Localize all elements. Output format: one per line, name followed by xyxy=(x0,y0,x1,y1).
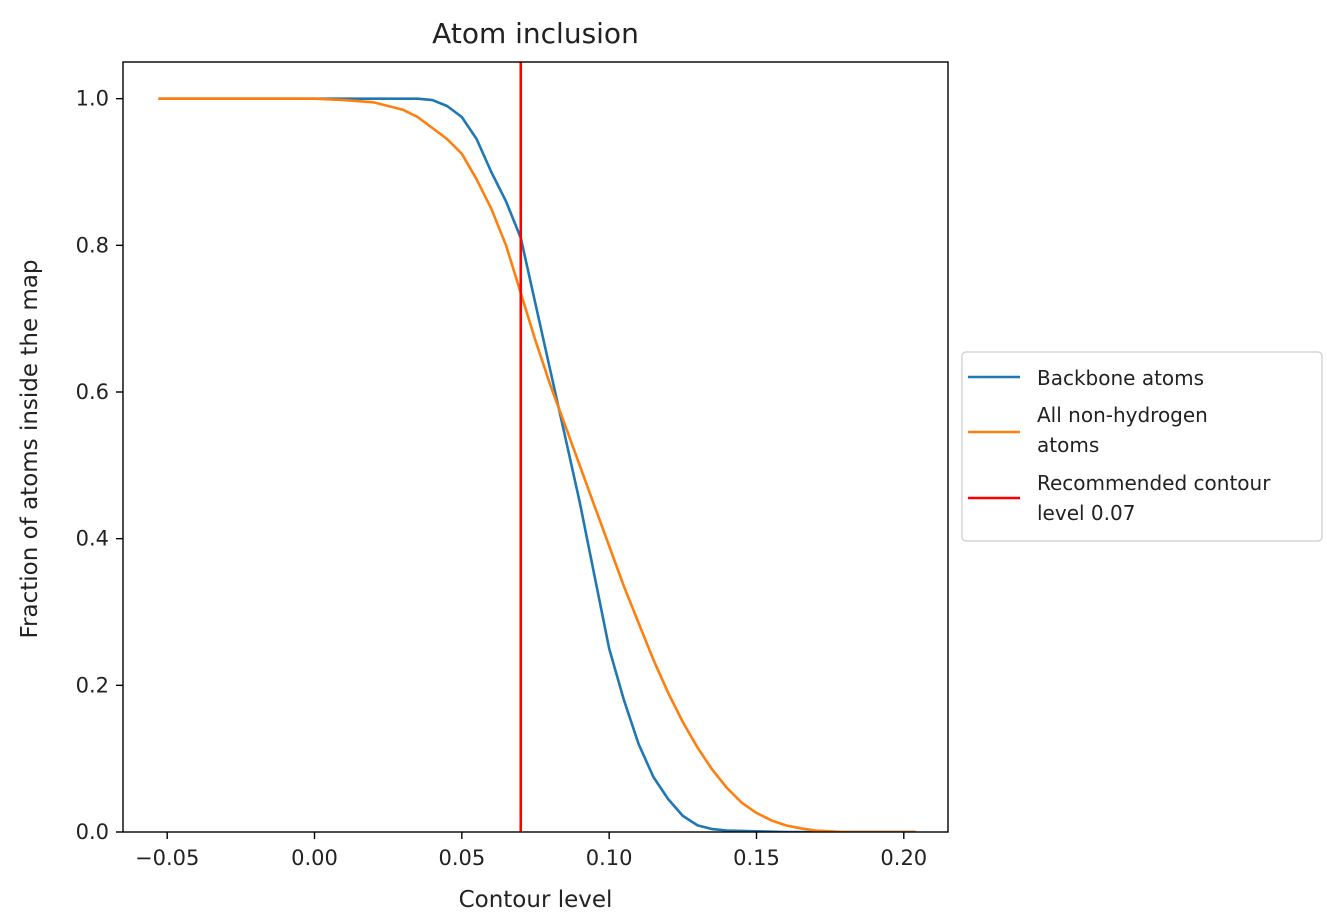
y-axis-label: Fraction of atoms inside the map xyxy=(17,259,43,638)
y-tick-label: 0.0 xyxy=(76,820,109,844)
y-tick-label: 0.8 xyxy=(76,233,109,257)
y-axis: 0.0 0.2 0.4 0.6 0.8 1.0 xyxy=(76,87,123,844)
y-tick-label: 0.4 xyxy=(76,527,109,551)
y-tick-label: 0.2 xyxy=(76,673,109,697)
legend-label: All non-hydrogen xyxy=(1037,403,1208,427)
legend-entry-non-hydrogen: All non-hydrogen atoms xyxy=(968,403,1208,457)
legend-label: atoms xyxy=(1037,433,1099,457)
legend-label: Recommended contour xyxy=(1037,471,1271,495)
legend-box xyxy=(961,351,1323,542)
x-tick-label: −0.05 xyxy=(135,846,199,870)
x-axis: −0.05 0.00 0.05 0.10 0.15 0.20 xyxy=(135,832,927,870)
x-tick-label: 0.00 xyxy=(291,846,338,870)
legend-label: Backbone atoms xyxy=(1037,366,1204,390)
y-tick-label: 1.0 xyxy=(76,87,109,111)
series-line-backbone xyxy=(158,97,916,832)
legend-label: level 0.07 xyxy=(1037,501,1135,525)
y-tick-label: 0.6 xyxy=(76,380,109,404)
x-tick-label: 0.20 xyxy=(880,846,927,870)
plot-frame xyxy=(122,61,949,833)
x-tick-label: 0.05 xyxy=(438,846,485,870)
x-tick-label: 0.15 xyxy=(733,846,780,870)
x-tick-label: 0.10 xyxy=(586,846,633,870)
plot-area xyxy=(158,62,916,832)
series-line-non-hydrogen xyxy=(158,97,916,832)
legend-entry-recommended: Recommended contour level 0.07 xyxy=(968,471,1271,525)
legend-entry-backbone: Backbone atoms xyxy=(968,366,1204,390)
x-axis-label: Contour level xyxy=(459,887,613,913)
chart-title: Atom inclusion xyxy=(432,17,639,50)
legend: Backbone atoms All non-hydrogen atoms Reco… xyxy=(961,351,1323,542)
